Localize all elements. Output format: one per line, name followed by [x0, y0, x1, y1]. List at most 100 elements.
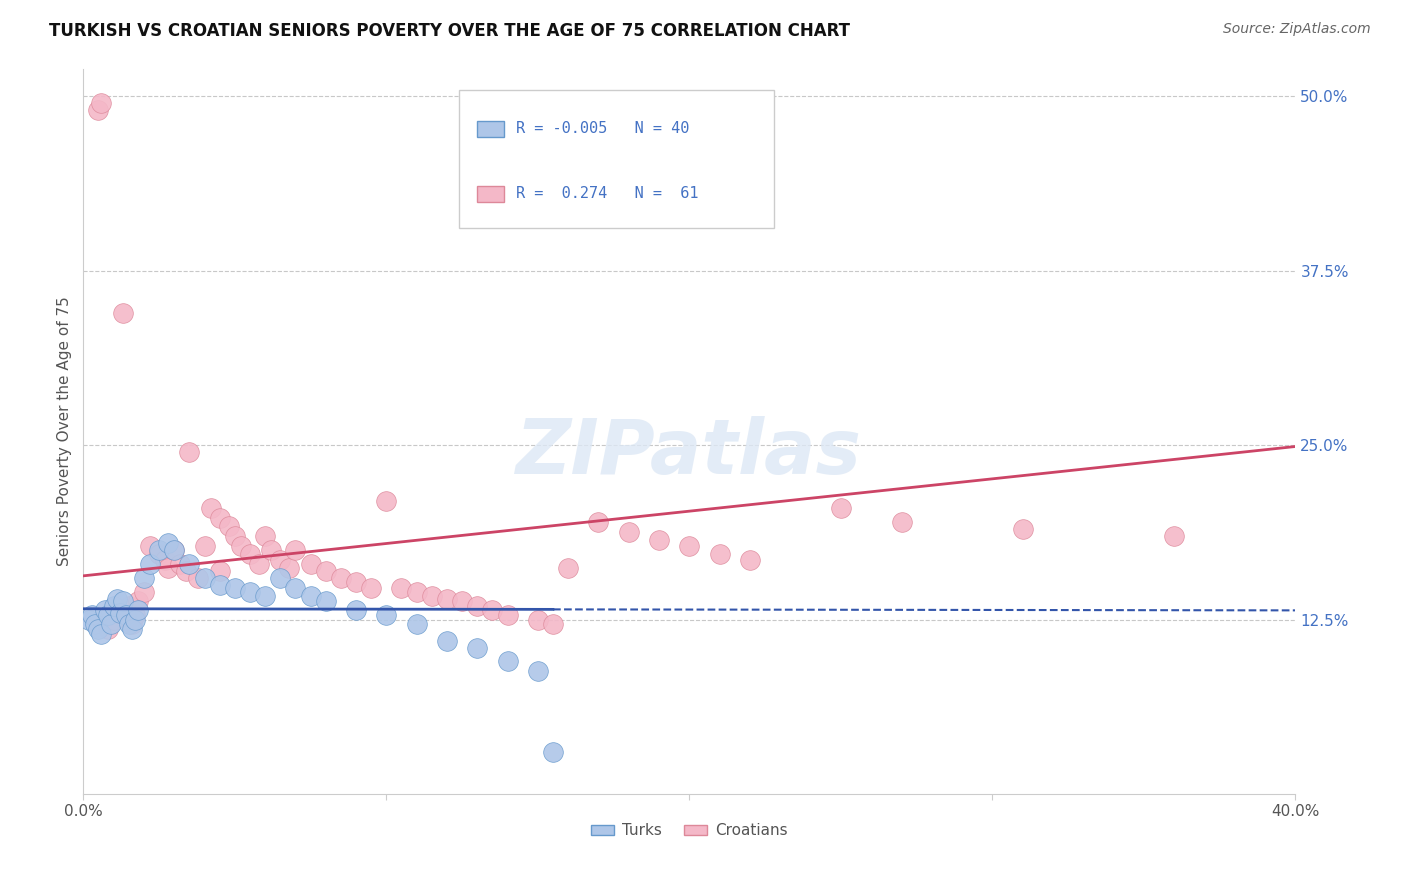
- Point: [224, 529, 246, 543]
- Point: [738, 552, 761, 566]
- Point: [375, 494, 398, 508]
- Point: [405, 616, 427, 631]
- Point: [114, 608, 136, 623]
- Point: [121, 623, 143, 637]
- Point: [496, 655, 519, 669]
- Point: [148, 542, 170, 557]
- Point: [139, 557, 162, 571]
- Point: [405, 584, 427, 599]
- Point: [344, 574, 367, 589]
- Point: [90, 626, 112, 640]
- Point: [420, 589, 443, 603]
- Point: [329, 571, 352, 585]
- Point: [163, 542, 186, 557]
- Point: [208, 564, 231, 578]
- Point: [391, 581, 413, 595]
- Point: [481, 603, 503, 617]
- Point: [208, 578, 231, 592]
- Point: [315, 564, 337, 578]
- Point: [527, 613, 550, 627]
- Point: [124, 608, 146, 623]
- Text: R = -0.005   N = 40: R = -0.005 N = 40: [516, 121, 689, 136]
- Point: [284, 581, 307, 595]
- Point: [436, 633, 458, 648]
- Point: [176, 564, 198, 578]
- Point: [87, 103, 110, 118]
- Point: [163, 542, 186, 557]
- Point: [269, 552, 291, 566]
- Point: [179, 445, 201, 459]
- Point: [118, 599, 141, 613]
- Point: [830, 501, 852, 516]
- Point: [96, 608, 118, 623]
- Point: [169, 557, 191, 571]
- Point: [103, 613, 125, 627]
- Point: [648, 533, 671, 547]
- Point: [218, 519, 240, 533]
- Legend: Turks, Croatians: Turks, Croatians: [585, 817, 794, 845]
- Point: [247, 557, 270, 571]
- Point: [193, 539, 215, 553]
- Point: [588, 515, 610, 529]
- Point: [90, 96, 112, 111]
- Point: [1163, 529, 1185, 543]
- Point: [541, 745, 564, 759]
- Point: [103, 599, 125, 613]
- Y-axis label: Seniors Poverty Over the Age of 75: Seniors Poverty Over the Age of 75: [58, 296, 72, 566]
- Point: [93, 603, 115, 617]
- Point: [375, 608, 398, 623]
- Text: Source: ZipAtlas.com: Source: ZipAtlas.com: [1223, 22, 1371, 37]
- Point: [269, 571, 291, 585]
- Point: [541, 616, 564, 631]
- Point: [1011, 522, 1033, 536]
- Point: [132, 571, 155, 585]
- Point: [284, 542, 307, 557]
- Point: [315, 594, 337, 608]
- Point: [299, 589, 322, 603]
- Point: [179, 557, 201, 571]
- Point: [187, 571, 209, 585]
- Point: [100, 616, 122, 631]
- Point: [239, 584, 262, 599]
- Point: [105, 591, 128, 606]
- Point: [465, 640, 488, 655]
- Point: [360, 581, 382, 595]
- Point: [709, 547, 731, 561]
- Point: [157, 561, 180, 575]
- Point: [344, 603, 367, 617]
- Point: [678, 539, 700, 553]
- Point: [124, 613, 146, 627]
- Point: [108, 606, 131, 620]
- Point: [451, 594, 474, 608]
- FancyBboxPatch shape: [460, 90, 775, 228]
- Point: [254, 529, 277, 543]
- Point: [82, 608, 104, 623]
- Point: [208, 510, 231, 524]
- Point: [496, 608, 519, 623]
- Point: [96, 623, 118, 637]
- Point: [260, 542, 283, 557]
- Point: [108, 606, 131, 620]
- Point: [87, 623, 110, 637]
- Point: [121, 616, 143, 631]
- Point: [299, 557, 322, 571]
- Point: [127, 594, 149, 608]
- Point: [111, 594, 134, 608]
- Point: [118, 616, 141, 631]
- Point: [890, 515, 912, 529]
- Point: [527, 665, 550, 679]
- Point: [111, 306, 134, 320]
- Text: R =  0.274   N =  61: R = 0.274 N = 61: [516, 186, 699, 202]
- Text: ZIPatlas: ZIPatlas: [516, 416, 862, 490]
- Point: [617, 524, 640, 539]
- Point: [153, 552, 176, 566]
- Point: [224, 581, 246, 595]
- Point: [557, 561, 579, 575]
- Point: [200, 501, 222, 516]
- Point: [239, 547, 262, 561]
- Text: TURKISH VS CROATIAN SENIORS POVERTY OVER THE AGE OF 75 CORRELATION CHART: TURKISH VS CROATIAN SENIORS POVERTY OVER…: [49, 22, 851, 40]
- Point: [278, 561, 301, 575]
- Point: [148, 547, 170, 561]
- Point: [229, 539, 252, 553]
- Point: [157, 536, 180, 550]
